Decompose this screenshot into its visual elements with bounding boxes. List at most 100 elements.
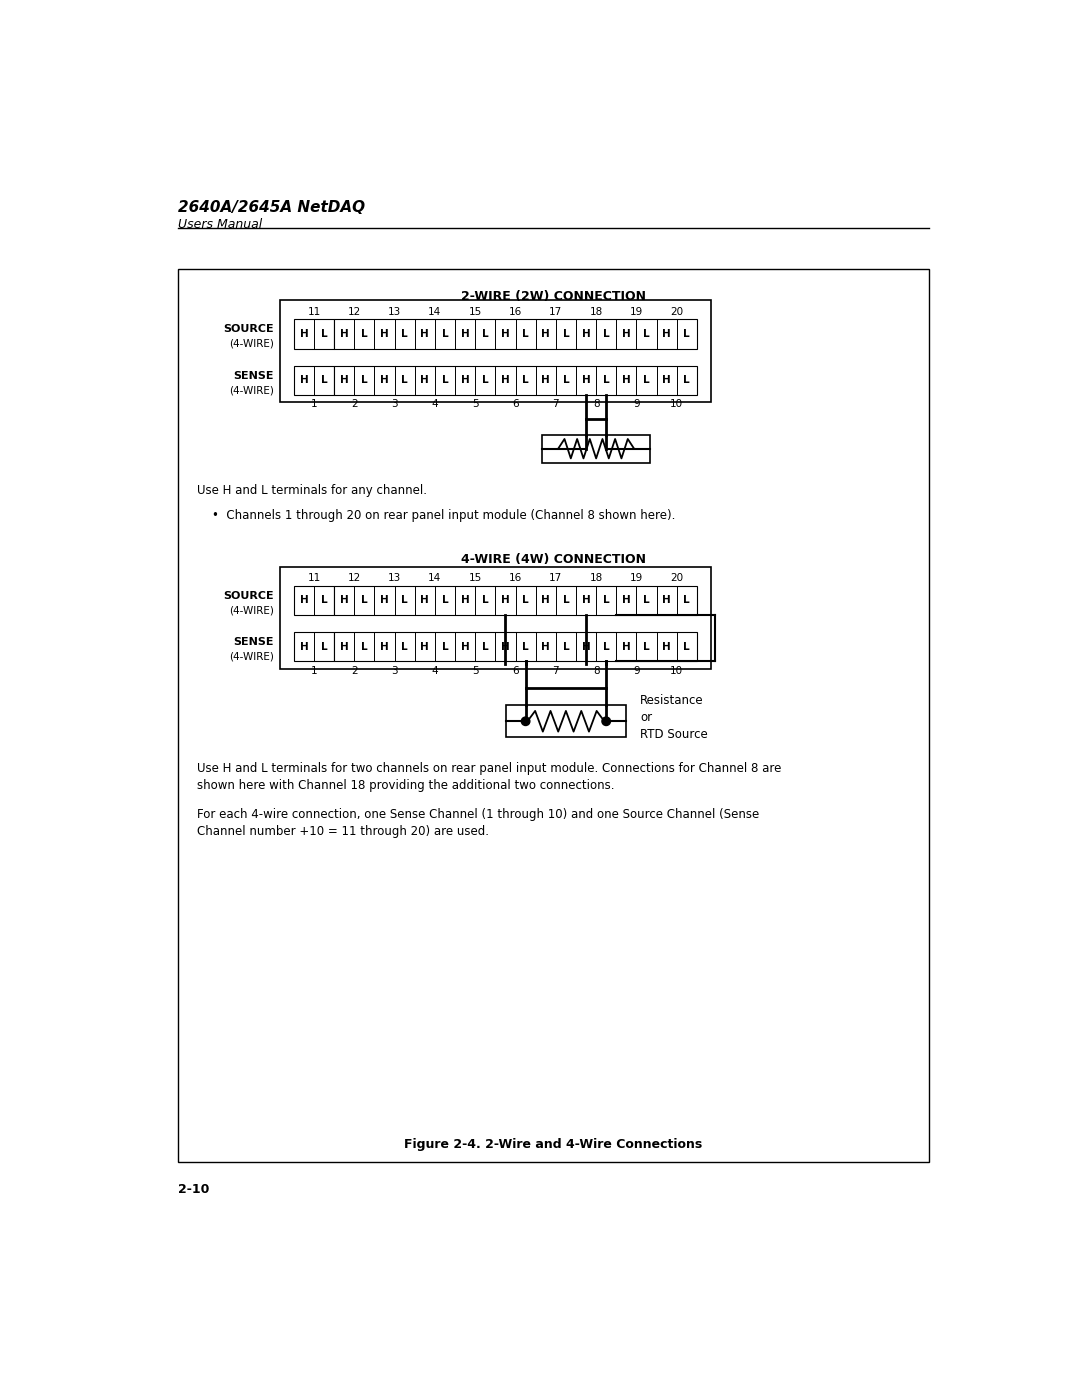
Text: 6: 6 (512, 666, 518, 676)
Text: H: H (662, 328, 671, 339)
Text: L: L (563, 376, 569, 386)
Text: (4-WIRE): (4-WIRE) (229, 651, 273, 662)
Text: H: H (299, 328, 308, 339)
Text: 2-10: 2-10 (177, 1183, 210, 1196)
Text: H: H (662, 641, 671, 651)
Text: L: L (442, 328, 448, 339)
Text: H: H (501, 595, 510, 605)
FancyBboxPatch shape (177, 270, 930, 1162)
Text: 2-WIRE (2W) CONNECTION: 2-WIRE (2W) CONNECTION (461, 291, 646, 303)
Text: L: L (644, 376, 650, 386)
Text: H: H (662, 376, 671, 386)
Text: 13: 13 (388, 573, 402, 584)
Text: SENSE: SENSE (233, 637, 273, 647)
Text: H: H (420, 328, 429, 339)
Text: L: L (644, 641, 650, 651)
Text: L: L (523, 328, 529, 339)
Text: H: H (380, 595, 389, 605)
Text: H: H (299, 641, 308, 651)
Text: L: L (321, 376, 327, 386)
Text: H: H (420, 376, 429, 386)
Text: H: H (380, 376, 389, 386)
Text: L: L (684, 641, 690, 651)
Text: 3: 3 (391, 400, 397, 409)
Text: L: L (684, 376, 690, 386)
Text: (4-WIRE): (4-WIRE) (229, 605, 273, 616)
Text: L: L (402, 595, 408, 605)
Text: H: H (622, 595, 631, 605)
Text: 20: 20 (671, 573, 684, 584)
Text: L: L (442, 376, 448, 386)
Text: 13: 13 (388, 307, 402, 317)
Text: H: H (622, 641, 631, 651)
Text: H: H (461, 595, 470, 605)
Text: 9: 9 (633, 666, 639, 676)
Text: H: H (299, 376, 308, 386)
Text: H: H (461, 376, 470, 386)
Text: L: L (482, 595, 488, 605)
Text: L: L (523, 641, 529, 651)
Text: L: L (603, 595, 609, 605)
Text: 19: 19 (630, 573, 643, 584)
FancyBboxPatch shape (334, 320, 697, 349)
Text: 3: 3 (391, 666, 397, 676)
Text: 1: 1 (311, 666, 318, 676)
Text: 17: 17 (550, 307, 563, 317)
Text: L: L (321, 641, 327, 651)
FancyBboxPatch shape (334, 585, 697, 615)
Text: 5: 5 (472, 666, 478, 676)
Text: L: L (361, 595, 367, 605)
Text: 6: 6 (512, 400, 518, 409)
Text: 11: 11 (308, 573, 321, 584)
Text: H: H (541, 595, 550, 605)
Text: H: H (622, 376, 631, 386)
Text: H: H (420, 595, 429, 605)
Text: H: H (380, 641, 389, 651)
Text: 4: 4 (432, 666, 438, 676)
Text: (4-WIRE): (4-WIRE) (229, 386, 273, 395)
Text: H: H (541, 641, 550, 651)
FancyBboxPatch shape (280, 567, 711, 669)
Text: H: H (582, 376, 591, 386)
Text: H: H (582, 595, 591, 605)
Text: 11: 11 (308, 307, 321, 317)
Text: 15: 15 (469, 307, 482, 317)
Text: 9: 9 (633, 400, 639, 409)
Text: H: H (582, 641, 591, 651)
Text: 12: 12 (348, 573, 361, 584)
Text: Users Manual: Users Manual (177, 218, 261, 231)
Text: H: H (501, 641, 510, 651)
Text: 16: 16 (509, 573, 522, 584)
Text: 4: 4 (432, 400, 438, 409)
Text: H: H (501, 376, 510, 386)
Text: 19: 19 (630, 307, 643, 317)
Text: H: H (461, 641, 470, 651)
Text: L: L (603, 376, 609, 386)
Text: For each 4-wire connection, one Sense Channel (1 through 10) and one Source Chan: For each 4-wire connection, one Sense Ch… (197, 809, 759, 838)
Text: 18: 18 (590, 573, 603, 584)
Text: 12: 12 (348, 307, 361, 317)
Text: 1: 1 (311, 400, 318, 409)
Text: H: H (541, 376, 550, 386)
Text: Resistance
or
RTD Source: Resistance or RTD Source (640, 694, 707, 740)
Text: L: L (402, 376, 408, 386)
Text: 15: 15 (469, 573, 482, 584)
Text: 10: 10 (671, 400, 684, 409)
Text: H: H (340, 641, 349, 651)
Text: H: H (501, 328, 510, 339)
Text: H: H (299, 595, 308, 605)
Text: L: L (361, 328, 367, 339)
Text: 8: 8 (593, 666, 599, 676)
Text: L: L (482, 376, 488, 386)
Text: 10: 10 (671, 666, 684, 676)
Text: 4-WIRE (4W) CONNECTION: 4-WIRE (4W) CONNECTION (461, 553, 646, 566)
Text: L: L (563, 595, 569, 605)
Text: SOURCE: SOURCE (224, 591, 273, 601)
Text: H: H (420, 641, 429, 651)
FancyBboxPatch shape (334, 366, 697, 395)
Text: 20: 20 (671, 307, 684, 317)
Text: L: L (684, 595, 690, 605)
Text: H: H (622, 328, 631, 339)
Text: 7: 7 (553, 666, 559, 676)
Text: H: H (461, 328, 470, 339)
